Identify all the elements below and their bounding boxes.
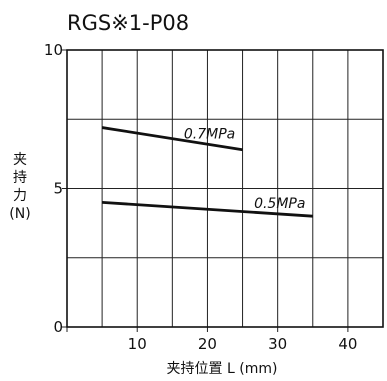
series-label: 0.5MPa	[254, 196, 305, 212]
series-line	[101, 126, 243, 152]
y-tick-label: 0	[53, 318, 63, 336]
x-tick-label: 30	[268, 335, 287, 353]
y-axis-label-part: 持	[13, 170, 27, 186]
y-tick-label: 5	[53, 180, 63, 198]
y-axis-label-part: 夹	[13, 152, 27, 168]
y-axis-label-part: (N)	[9, 206, 30, 222]
y-axis-label-part: 力	[13, 188, 27, 204]
series-label: 0.7MPa	[184, 127, 235, 143]
x-tick-label: 40	[338, 335, 357, 353]
x-tick-label: 20	[198, 335, 217, 353]
x-tick-label: 10	[128, 335, 147, 353]
plot-frame	[66, 49, 384, 328]
y-tick-labels: 0 5 10	[44, 41, 63, 336]
x-tick-labels: 10 20 30 40	[128, 335, 358, 353]
chart-title: RGS※1-P08	[67, 11, 189, 35]
y-tick-label: 10	[44, 41, 63, 59]
series-lines: 0.7MPa 0.5MPa	[101, 126, 313, 218]
x-axis-label: 夹持位置 L (mm)	[167, 361, 278, 377]
grid	[62, 49, 383, 332]
series-line	[102, 200, 313, 218]
y-axis-label: 夹持力 (N)	[9, 152, 30, 222]
